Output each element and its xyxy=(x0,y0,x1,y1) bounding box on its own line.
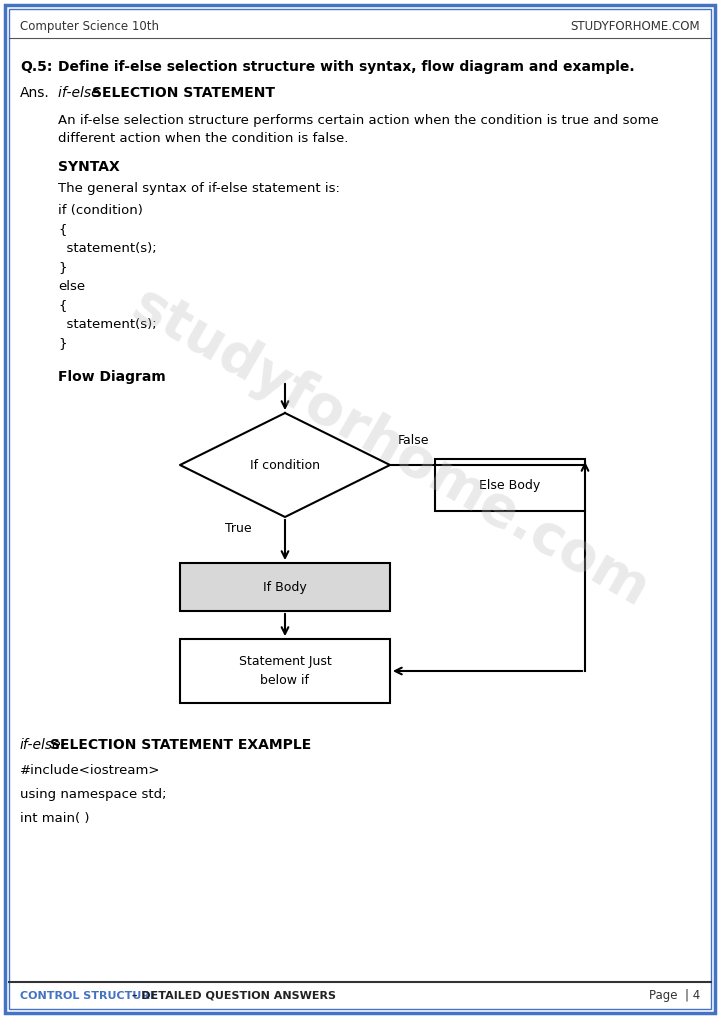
Text: below if: below if xyxy=(261,675,310,687)
Text: – DETAILED QUESTION ANSWERS: – DETAILED QUESTION ANSWERS xyxy=(128,991,336,1001)
Bar xyxy=(435,459,585,511)
Text: statement(s);: statement(s); xyxy=(58,318,157,331)
Text: statement(s);: statement(s); xyxy=(58,242,157,254)
Text: If Body: If Body xyxy=(263,580,307,593)
Text: True: True xyxy=(225,522,251,535)
Text: }: } xyxy=(58,261,66,274)
Text: different action when the condition is false.: different action when the condition is f… xyxy=(58,132,348,145)
Text: }: } xyxy=(58,337,66,350)
Bar xyxy=(180,639,390,703)
Text: An if-else selection structure performs certain action when the condition is tru: An if-else selection structure performs … xyxy=(58,114,659,127)
Text: If condition: If condition xyxy=(250,458,320,471)
Text: STUDYFORHOME.COM: STUDYFORHOME.COM xyxy=(570,19,700,33)
Text: Define if-else selection structure with syntax, flow diagram and example.: Define if-else selection structure with … xyxy=(58,60,634,74)
Text: #include<iostream>: #include<iostream> xyxy=(20,764,161,777)
Text: The general syntax of if-else statement is:: The general syntax of if-else statement … xyxy=(58,182,340,195)
Text: {: { xyxy=(58,223,66,236)
Text: Page  | 4: Page | 4 xyxy=(649,989,700,1003)
Text: Flow Diagram: Flow Diagram xyxy=(58,370,166,384)
Text: Q.5:: Q.5: xyxy=(20,60,53,74)
Text: Ans.: Ans. xyxy=(20,86,50,100)
Text: CONTROL STRUCTURE: CONTROL STRUCTURE xyxy=(20,991,158,1001)
Text: Statement Just: Statement Just xyxy=(238,655,331,668)
Text: if (condition): if (condition) xyxy=(58,204,143,217)
Text: using namespace std;: using namespace std; xyxy=(20,788,166,801)
Text: else: else xyxy=(58,280,85,293)
Bar xyxy=(180,563,390,611)
Text: Computer Science 10th: Computer Science 10th xyxy=(20,19,159,33)
Text: if-else: if-else xyxy=(58,86,104,100)
Text: SYNTAX: SYNTAX xyxy=(58,160,120,174)
Text: False: False xyxy=(398,434,430,447)
Text: SELECTION STATEMENT EXAMPLE: SELECTION STATEMENT EXAMPLE xyxy=(50,738,311,752)
Text: {: { xyxy=(58,299,66,312)
Text: Else Body: Else Body xyxy=(480,478,541,492)
Text: SELECTION STATEMENT: SELECTION STATEMENT xyxy=(92,86,275,100)
Text: if-else-: if-else- xyxy=(20,738,67,752)
Text: int main( ): int main( ) xyxy=(20,812,89,825)
Text: studyforhome.com: studyforhome.com xyxy=(122,278,658,618)
